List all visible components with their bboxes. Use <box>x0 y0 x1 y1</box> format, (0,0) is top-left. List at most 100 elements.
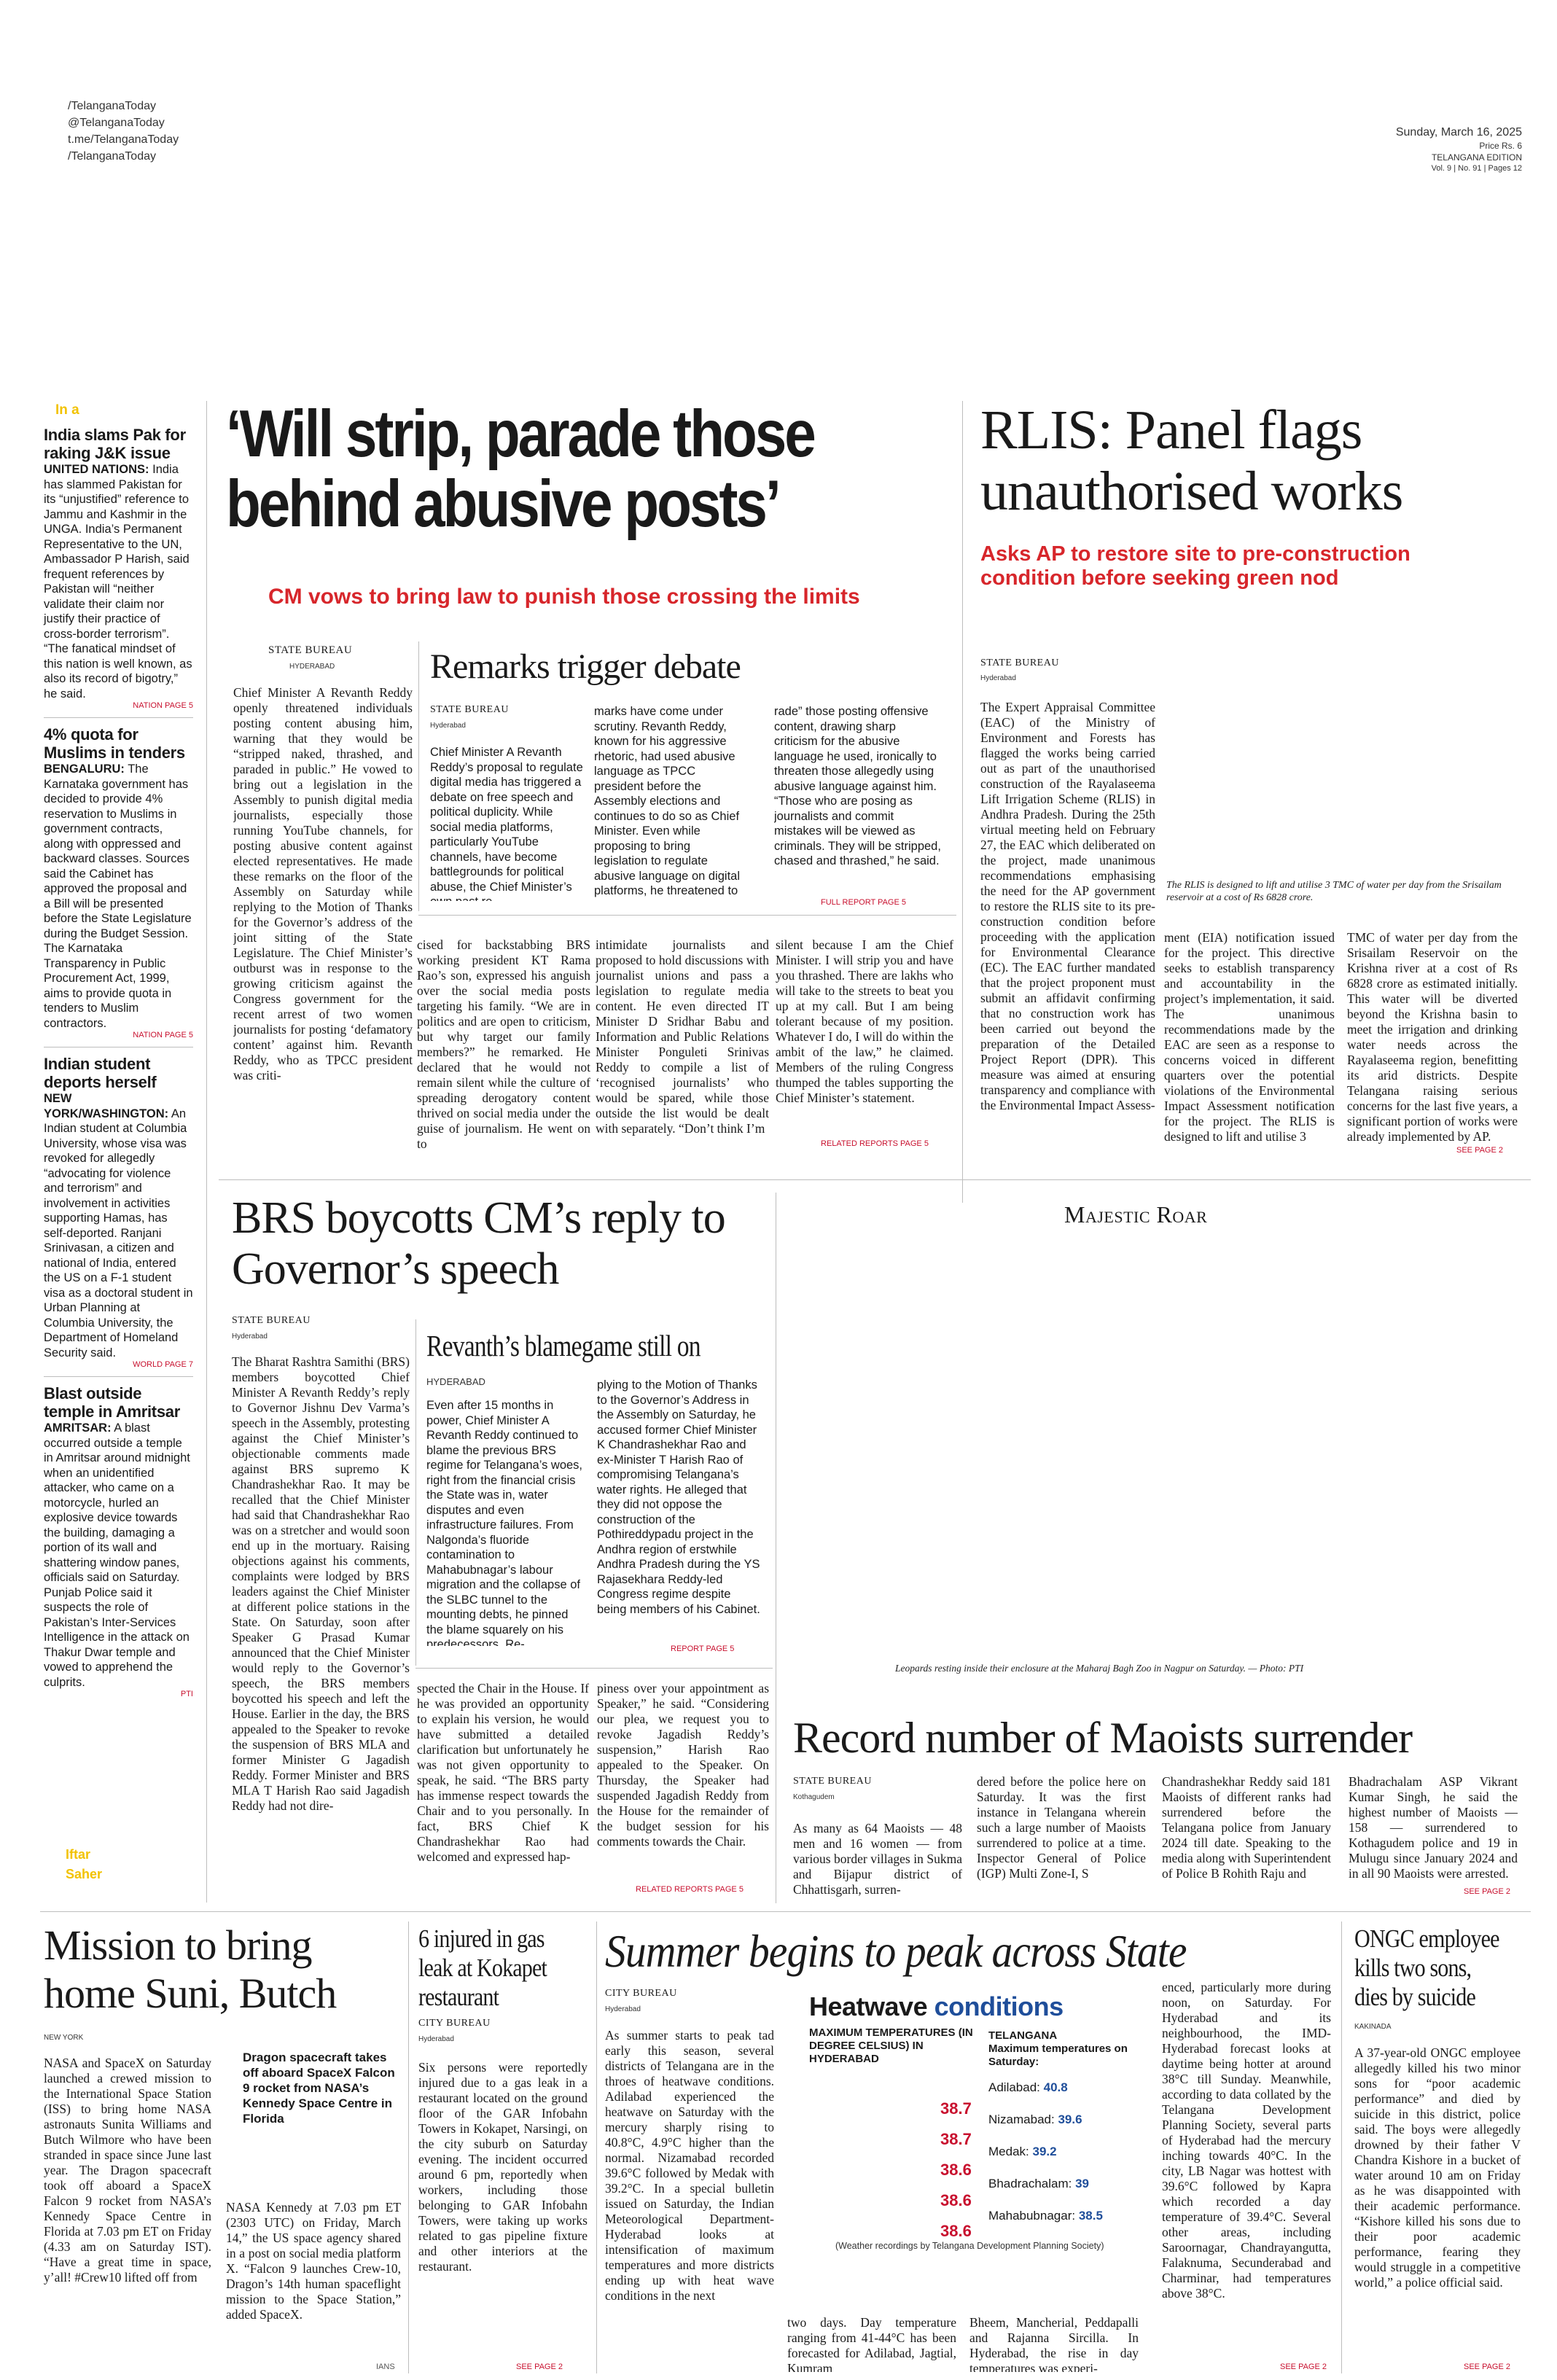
tg-place: Bhadrachalam: <box>988 2177 1072 2190</box>
summer-dateline: Hyderabad <box>605 2005 641 2013</box>
tg-row: Adilabad: 40.8 <box>988 2080 1068 2095</box>
rlis-deck: Asks AP to restore site to pre-construct… <box>980 542 1410 590</box>
tg-row: Nizamabad: 39.6 <box>988 2112 1082 2127</box>
brief-headline[interactable]: India slams Pak for raking J&K issue <box>44 426 186 462</box>
ongc-headline[interactable]: ONGC employee kills two sons, dies by su… <box>1354 1924 1500 2011</box>
majestic-roar-label: Majestic Roar <box>1064 1201 1208 1228</box>
hyd-bar <box>809 2095 926 2121</box>
lead-deck: CM vows to bring law to punish those cro… <box>268 585 860 609</box>
lead-byline: STATE BUREAU <box>268 644 353 656</box>
brief-dateline: BENGALURU: <box>44 762 125 776</box>
tg-value: 39 <box>1075 2177 1089 2190</box>
blamegame-jump[interactable]: REPORT PAGE 5 <box>671 1644 735 1653</box>
ongc-jump[interactable]: SEE PAGE 2 <box>1464 2363 1510 2371</box>
lead-dateline: HYDERABAD <box>289 663 335 671</box>
telegram-link[interactable]: t.me/TelanganaToday <box>68 133 179 146</box>
kokapet-headline[interactable]: 6 injured in gas leak at Kokapet restaur… <box>418 1924 547 2011</box>
edition: TELANGANA EDITION <box>1431 152 1522 163</box>
lead-jump[interactable]: RELATED REPORTS PAGE 5 <box>821 1139 929 1148</box>
rlis-col2: ment (EIA) notification issued for the p… <box>1164 930 1335 1144</box>
rlis-col3: TMC of water per day from the Srisailam … <box>1347 930 1518 1144</box>
hyd-heading: MAXIMUM TEMPERATURES (IN DEGREE CELSIUS)… <box>809 2026 973 2065</box>
brief-dateline: NEW YORK/WASHINGTON: <box>44 1092 169 1120</box>
brs-col2: spected the Chair in the House. If he wa… <box>417 1681 589 1864</box>
rlis-dateline: Hyderabad <box>980 674 1016 682</box>
brief-headline[interactable]: 4% quota for Muslims in tenders <box>44 725 185 762</box>
blamegame-headline[interactable]: Revanth’s blamegame still on <box>426 1329 701 1362</box>
brief-jump: PTI <box>180 1690 193 1698</box>
suni-dateline: NEW YORK <box>44 2034 84 2042</box>
suni-headline[interactable]: Mission to bring home Suni, Butch <box>44 1921 337 2017</box>
kokapet-byline: CITY BUREAU <box>418 2018 491 2029</box>
suni-jump: IANS <box>376 2363 395 2371</box>
remarks-box-rule <box>418 915 956 916</box>
kokapet-right-rule <box>596 1921 597 2373</box>
kokapet-dateline: Hyderabad <box>418 2035 454 2043</box>
social-links: /TelanganaToday @TelanganaToday t.me/Tel… <box>68 98 179 165</box>
tg-value: 40.8 <box>1043 2080 1068 2094</box>
brief-headline[interactable]: Indian student deports herself <box>44 1055 157 1091</box>
instagram-link[interactable]: /TelanganaToday <box>68 150 156 163</box>
rlis-jump[interactable]: SEE PAGE 2 <box>1456 1146 1503 1155</box>
remarks-dateline: Hyderabad <box>430 722 466 730</box>
tg-value: 39.6 <box>1058 2112 1082 2126</box>
hyd-bar <box>809 2217 926 2244</box>
suni-right-rule <box>408 1921 409 2373</box>
summer-col4: enced, particularly more during noon, on… <box>1162 1980 1331 2301</box>
lead-headline[interactable]: ‘Will strip, parade those behind abusive… <box>226 397 816 541</box>
brief-jump[interactable]: NATION PAGE 5 <box>133 701 193 710</box>
brief-divider <box>44 717 193 718</box>
briefs-column: In a India slams Pak for raking J&K issu… <box>44 402 193 1706</box>
brief-jump[interactable]: NATION PAGE 5 <box>133 1031 193 1039</box>
maoists-jump[interactable]: SEE PAGE 2 <box>1464 1887 1510 1896</box>
heatwave-title-a: Heatwave <box>809 1991 928 2021</box>
lead-body-col1: Chief Minister A Revanth Reddy openly th… <box>233 685 413 1082</box>
brief-jump[interactable]: WORLD PAGE 7 <box>133 1360 193 1369</box>
leopards-caption: Leopards resting inside their enclosure … <box>895 1663 1304 1674</box>
rlis-headline[interactable]: RLIS: Panel flags unauthorised works <box>980 399 1403 522</box>
remarks-col2: marks have come under scrutiny. Revanth … <box>594 705 740 901</box>
remarks-col1: Chief Minister A Revanth Reddy’s proposa… <box>430 746 583 901</box>
remarks-headline[interactable]: Remarks trigger debate <box>430 647 741 686</box>
blamegame-dateline: HYDERABAD <box>426 1376 485 1387</box>
bottom-section-rule <box>40 1911 1531 1912</box>
lead-body-col4: silent because I am the Chief Minister. … <box>776 937 953 1105</box>
hyd-value: 38.6 <box>940 2222 972 2240</box>
maoists-col4: Bhadrachalam ASP Vikrant Kumar Singh, he… <box>1349 1774 1518 1881</box>
tg-place: Adilabad: <box>988 2080 1040 2094</box>
summer-byline: CITY BUREAU <box>605 1988 677 1999</box>
top-section-rule <box>219 1179 1531 1180</box>
brs-headline[interactable]: BRS boycotts CM’s reply to Governor’s sp… <box>232 1193 726 1294</box>
brs-byline: STATE BUREAU <box>232 1315 311 1326</box>
summer-headline[interactable]: Summer begins to peak across State <box>605 1925 1187 1977</box>
blamegame-col1: Even after 15 months in power, Chief Min… <box>426 1399 583 1646</box>
brief-item: Blast outside temple in Amritsar AMRITSA… <box>44 1384 193 1698</box>
lead-body-col3: intimidate journalists and proposed to h… <box>596 937 769 1136</box>
blamegame-box-rule <box>415 1668 773 1669</box>
twitter-link[interactable]: @TelanganaToday <box>68 117 165 129</box>
summer-col3: Bheem, Mancherial, Peddapalli and Rajann… <box>969 2315 1139 2372</box>
summer-col1: As summer starts to peak tad early this … <box>605 2028 774 2303</box>
issue-date: Sunday, March 16, 2025 <box>1395 126 1522 138</box>
tg-heading-b: Maximum temperatures on Saturday: <box>988 2042 1128 2068</box>
remarks-jump[interactable]: FULL REPORT PAGE 5 <box>821 898 906 907</box>
summer-jump[interactable]: SEE PAGE 2 <box>1280 2363 1327 2371</box>
brief-text: An Indian student at Columbia University… <box>44 1107 193 1359</box>
hyd-value: 38.7 <box>940 2130 972 2148</box>
brief-item: India slams Pak for raking J&K issue UNI… <box>44 426 193 710</box>
suni-col1: NASA and SpaceX on Saturday launched a c… <box>44 2056 211 2285</box>
heatwave-graphic: Heatwave conditions MAXIMUM TEMPERATURES… <box>802 1986 1137 2255</box>
blamegame-box-rule <box>415 1319 416 1666</box>
maoists-headline[interactable]: Record number of Maoists surrender <box>793 1714 1413 1762</box>
brs-col3: piness over your appointment as Speaker,… <box>597 1681 769 1849</box>
heatwave-title-b: conditions <box>934 1991 1064 2021</box>
brief-headline[interactable]: Blast outside temple in Amritsar <box>44 1384 180 1421</box>
sidebar-rule <box>206 401 207 1903</box>
brs-jump[interactable]: RELATED REPORTS PAGE 5 <box>636 1885 744 1894</box>
kokapet-jump[interactable]: SEE PAGE 2 <box>516 2363 563 2371</box>
facebook-link[interactable]: /TelanganaToday <box>68 100 156 112</box>
brief-divider <box>44 1376 193 1377</box>
brief-text: The Karnataka government has decided to … <box>44 762 192 1030</box>
brief-dateline: AMRITSAR: <box>44 1421 112 1435</box>
brief-text: A blast occurred outside a temple in Amr… <box>44 1421 190 1689</box>
